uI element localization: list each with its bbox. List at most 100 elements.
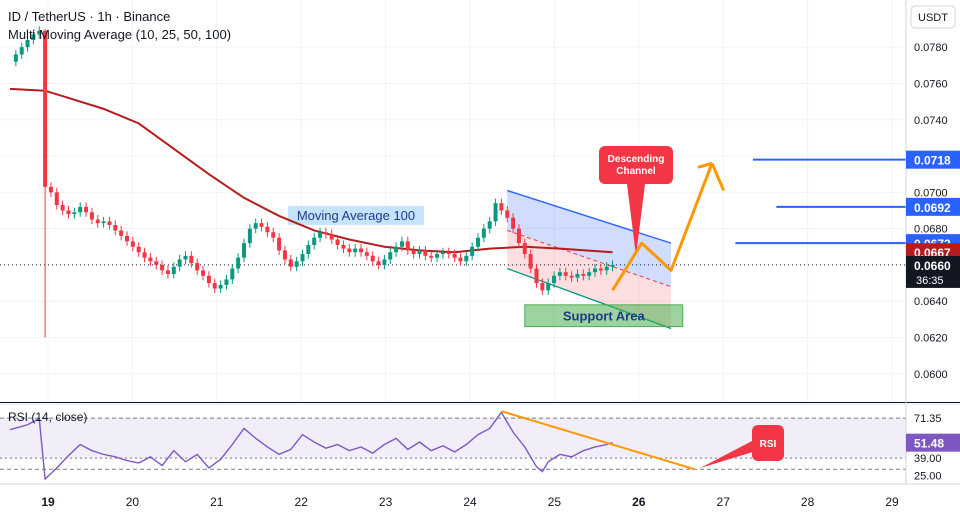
candle-body-34 — [206, 275, 211, 284]
candle-body-44 — [265, 226, 270, 233]
candle-body-39 — [236, 257, 241, 269]
candle-body-7 — [48, 186, 53, 193]
candle-body-17 — [107, 221, 112, 225]
channel-callout-pointer — [627, 184, 645, 256]
candle-body-45 — [271, 232, 276, 238]
candle-body-1 — [13, 54, 18, 62]
candle-body-13 — [84, 206, 89, 213]
price-label-bg-1 — [906, 197, 960, 216]
candle-body-63 — [376, 261, 381, 265]
candle-body-84 — [499, 203, 504, 211]
time-tick-22: 22 — [295, 495, 309, 509]
candle-body-14 — [89, 212, 94, 220]
price-tick-0.0740: 0.0740 — [914, 115, 948, 127]
candle-body-48 — [288, 259, 293, 267]
candle-body-52 — [312, 237, 317, 245]
candle-body-76 — [452, 254, 457, 258]
time-tick-23: 23 — [379, 495, 393, 509]
rsi-current-bg — [906, 433, 960, 452]
price-tick-0.0600: 0.0600 — [914, 369, 948, 381]
candle-body-11 — [72, 212, 77, 215]
ma-label-text: Moving Average 100 — [297, 208, 415, 223]
candle-body-4 — [31, 34, 36, 40]
projection-path — [611, 162, 714, 292]
channel-callout-text-1: Descending — [608, 154, 665, 165]
candle-body-20 — [125, 235, 129, 242]
rsi-tick-39.00: 39.00 — [914, 453, 942, 465]
candlesticks — [13, 26, 615, 338]
price-tick-0.0640: 0.0640 — [914, 296, 948, 308]
candle-body-100 — [593, 268, 597, 273]
candle-body-21 — [130, 241, 135, 247]
price-label-bg-0 — [906, 150, 960, 169]
candle-body-95 — [563, 272, 568, 276]
candle-body-85 — [505, 210, 510, 218]
candle-body-22 — [136, 246, 141, 253]
indicator-title: Multi Moving Average (10, 25, 50, 100) — [8, 27, 232, 42]
candle-body-62 — [370, 255, 375, 262]
candle-body-30 — [183, 255, 188, 260]
candle-body-40 — [242, 243, 246, 258]
candle-body-66 — [394, 246, 399, 253]
moving-average-100 — [9, 87, 613, 254]
rsi-callout-text: RSI — [760, 439, 777, 450]
time-tick-25: 25 — [548, 495, 562, 509]
rsi-title: RSI (14, close) — [8, 410, 88, 424]
candle-body-42 — [253, 223, 258, 229]
time-tick-26: 26 — [632, 495, 646, 509]
candle-body-86 — [511, 217, 516, 229]
candle-body-75 — [446, 252, 451, 255]
candle-body-25 — [154, 261, 159, 265]
candle-body-58 — [347, 248, 352, 253]
projection-arrow-wing — [697, 161, 713, 169]
candle-body-73 — [435, 254, 440, 258]
candle-body-6 — [43, 30, 48, 187]
candle-body-98 — [581, 273, 586, 276]
candle-body-38 — [230, 268, 235, 280]
channel-callout-box — [599, 146, 673, 184]
candle-body-23 — [142, 252, 147, 258]
candle-body-35 — [212, 283, 217, 289]
candle-body-69 — [411, 250, 416, 255]
candle-body-36 — [218, 284, 223, 289]
price-label-bg-4 — [906, 255, 960, 288]
rsi-tick-25.00: 25.00 — [914, 470, 942, 482]
candle-body-50 — [300, 254, 305, 262]
projection-arrow-head — [710, 162, 726, 192]
candle-body-82 — [487, 221, 492, 229]
candle-body-91 — [540, 283, 545, 291]
candle-body-72 — [429, 255, 434, 258]
countdown-label: 36:35 — [916, 275, 944, 287]
candle-body-60 — [359, 248, 363, 253]
candle-body-53 — [318, 232, 323, 238]
candle-body-97 — [575, 273, 580, 278]
rsi-panel: RSI — [0, 405, 906, 484]
candle-body-59 — [353, 248, 358, 253]
candle-body-2 — [19, 47, 24, 55]
price-tick-0.0760: 0.0760 — [914, 78, 948, 90]
ma-label-box — [288, 205, 424, 225]
candle-body-31 — [189, 255, 194, 264]
candle-body-90 — [534, 268, 539, 284]
time-tick-27: 27 — [717, 495, 731, 509]
candle-body-12 — [78, 206, 83, 213]
candle-body-92 — [546, 283, 551, 291]
candle-body-57 — [341, 244, 346, 249]
candle-body-64 — [382, 259, 387, 265]
time-tick-29: 29 — [885, 495, 899, 509]
chart-title: ID / TetherUS · 1h · Binance — [8, 9, 171, 24]
candle-body-55 — [329, 234, 334, 240]
rsi-trendline — [501, 410, 695, 471]
candle-body-10 — [66, 210, 71, 215]
price-label-1: 0.0692 — [914, 201, 951, 215]
support-area-label: Support Area — [563, 309, 646, 324]
candle-body-71 — [423, 250, 428, 256]
candle-body-24 — [148, 257, 153, 262]
time-tick-21: 21 — [210, 495, 224, 509]
candle-body-78 — [464, 255, 469, 262]
support-area-box — [524, 304, 684, 328]
candle-body-8 — [54, 192, 59, 206]
candle-body-28 — [171, 266, 176, 274]
